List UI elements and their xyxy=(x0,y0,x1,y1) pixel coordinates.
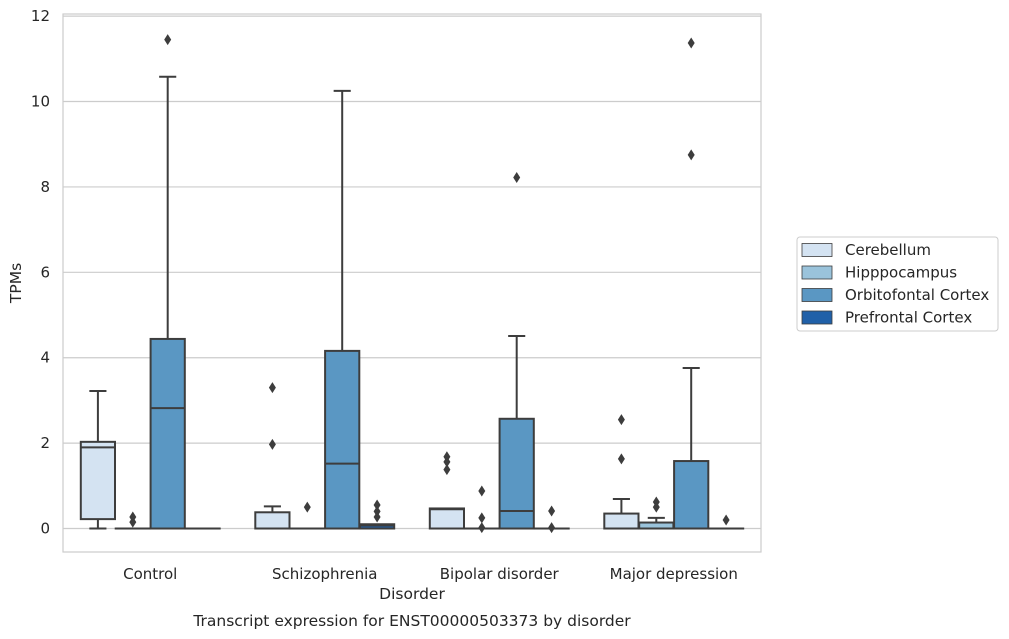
box-group xyxy=(149,34,186,530)
plot-frame xyxy=(62,13,762,553)
legend-label: Cerebellum xyxy=(845,241,931,259)
x-tick-label: Schizophrenia xyxy=(272,565,377,583)
outlier-point xyxy=(268,382,276,394)
legend-frame xyxy=(796,236,999,332)
box xyxy=(603,512,640,530)
box-group xyxy=(79,390,117,530)
legend-label: Prefrontal Cortex xyxy=(845,309,972,327)
x-tick-label: Bipolar disorder xyxy=(440,565,560,583)
y-tick-label: 0 xyxy=(40,520,50,538)
y-tick-labels: 0 2 4 6 8 10 12 xyxy=(31,7,50,537)
box-group xyxy=(707,514,745,530)
box xyxy=(149,337,186,530)
box xyxy=(673,460,710,530)
outlier-point xyxy=(687,149,695,161)
y-tick-label: 6 xyxy=(40,263,50,281)
outlier-point xyxy=(513,172,521,184)
outlier-point xyxy=(303,501,311,513)
outlier-point xyxy=(268,438,276,450)
outlier-point xyxy=(687,37,695,49)
outlier-point xyxy=(548,522,556,534)
outlier-point xyxy=(652,501,660,513)
outlier-point xyxy=(722,514,730,526)
outlier-point xyxy=(548,505,556,517)
box xyxy=(254,511,291,530)
outlier-point xyxy=(129,516,137,528)
x-tick-labels: Control Schizophrenia Bipolar disorder Majo… xyxy=(123,565,738,583)
box-group xyxy=(358,499,396,530)
box-group xyxy=(673,37,710,530)
legend-label: Hipppocampus xyxy=(845,264,957,282)
x-tick-label: Control xyxy=(123,565,177,583)
y-tick-label: 8 xyxy=(40,178,50,196)
y-tick-label: 2 xyxy=(40,434,50,452)
y-tick-label: 10 xyxy=(31,93,50,111)
outlier-point xyxy=(478,512,486,524)
outlier-point xyxy=(617,414,625,426)
outlier-point xyxy=(373,499,381,511)
outlier-point xyxy=(617,453,625,465)
outlier-point xyxy=(164,34,172,46)
box-group xyxy=(428,451,466,530)
y-tick-label: 4 xyxy=(40,349,50,367)
outlier-point xyxy=(373,505,381,517)
box-group xyxy=(324,89,361,530)
y-tick-label: 12 xyxy=(31,7,50,25)
outlier-point xyxy=(478,522,486,534)
outlier-point xyxy=(443,464,451,476)
legend-swatch xyxy=(801,310,833,325)
box-group xyxy=(498,172,535,530)
outlier-point xyxy=(443,456,451,468)
legend-swatch xyxy=(801,288,833,302)
legend: Cerebellum Hipppocampus Orbitofontal Corte… xyxy=(796,236,999,332)
outlier-point xyxy=(373,511,381,523)
box xyxy=(79,440,117,521)
box-groups xyxy=(79,34,745,534)
box-group xyxy=(638,496,675,530)
box-group xyxy=(603,414,640,530)
legend-label: Orbitofontal Cortex xyxy=(845,286,989,304)
legend-swatch xyxy=(801,265,833,280)
box xyxy=(324,349,361,530)
x-tick-label: Major depression xyxy=(610,565,738,583)
box xyxy=(428,507,466,530)
box-group xyxy=(254,382,291,530)
outlier-point xyxy=(478,485,486,497)
box-group xyxy=(533,505,570,534)
legend-swatch xyxy=(801,243,833,257)
chart-caption: Transcript expression for ENST0000050337… xyxy=(192,612,631,630)
x-axis-label: Disorder xyxy=(379,585,445,603)
box xyxy=(498,417,535,530)
y-axis-label: TPMs xyxy=(7,263,25,304)
